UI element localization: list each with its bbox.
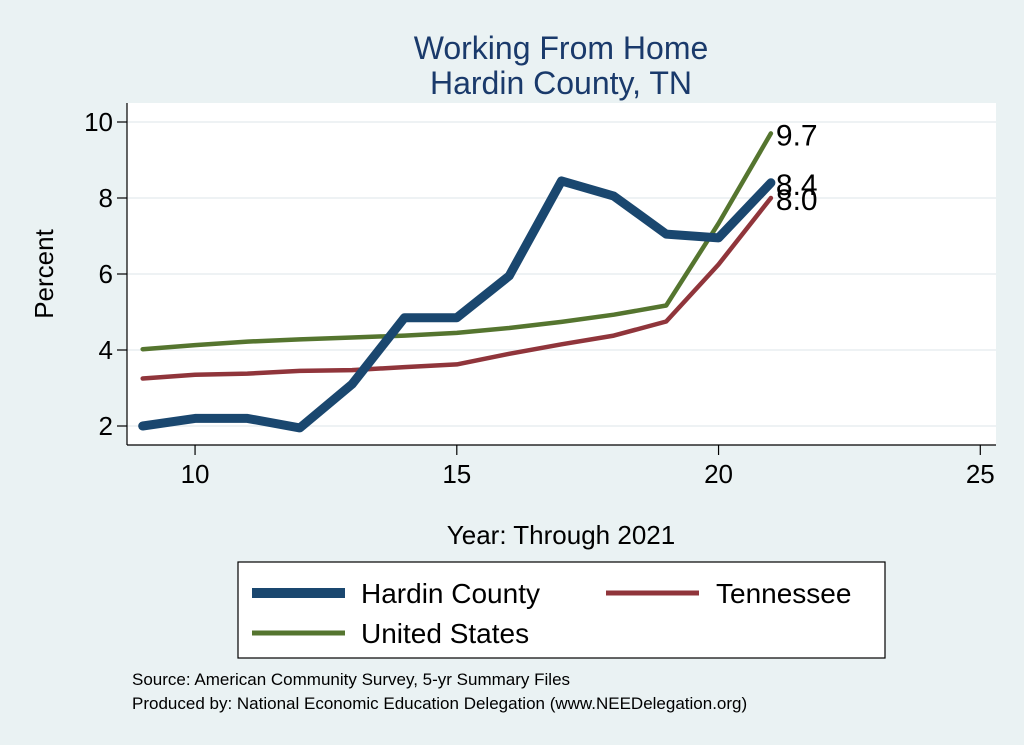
y-tick-label-10: 10 bbox=[84, 107, 113, 137]
end-label-hardin-county: 8.4 bbox=[776, 169, 818, 202]
series-layer: 8.48.0 9.7 bbox=[138, 119, 818, 433]
legend-label-united-states: United States bbox=[361, 618, 529, 649]
y-tick-label-8: 8 bbox=[99, 183, 113, 213]
legend-box bbox=[237, 561, 886, 659]
x-axis-ticks: 10 15 20 25 bbox=[181, 445, 995, 489]
y-tick-label-4: 4 bbox=[99, 335, 113, 365]
chart-subtitle: Hardin County, TN bbox=[430, 65, 692, 101]
series-line-united-states bbox=[140, 131, 774, 352]
end-label-united-states: 9.7 bbox=[776, 119, 818, 152]
y-axis-title: Percent bbox=[29, 228, 59, 318]
y-tick-label-2: 2 bbox=[99, 411, 113, 441]
legend-label-tennessee: Tennessee bbox=[716, 578, 851, 609]
x-axis-title: Year: Through 2021 bbox=[447, 520, 675, 550]
x-tick-label-20: 20 bbox=[704, 459, 733, 489]
x-tick-label-10: 10 bbox=[181, 459, 210, 489]
x-tick-label-15: 15 bbox=[442, 459, 471, 489]
end-label-tennessee: 8.0 bbox=[776, 184, 818, 217]
series-line-hardin-county bbox=[138, 176, 776, 433]
chart-title: Working From Home bbox=[414, 30, 709, 66]
series-line-tennessee bbox=[140, 195, 774, 381]
x-tick-label-25: 25 bbox=[966, 459, 995, 489]
producer-note: Produced by: National Economic Education… bbox=[132, 694, 747, 713]
legend-label-hardin-county: Hardin County bbox=[361, 578, 540, 609]
y-tick-label-6: 6 bbox=[99, 259, 113, 289]
y-axis-ticks: 2 4 6 8 10 bbox=[84, 107, 127, 441]
source-note: Source: American Community Survey, 5-yr … bbox=[132, 670, 570, 689]
